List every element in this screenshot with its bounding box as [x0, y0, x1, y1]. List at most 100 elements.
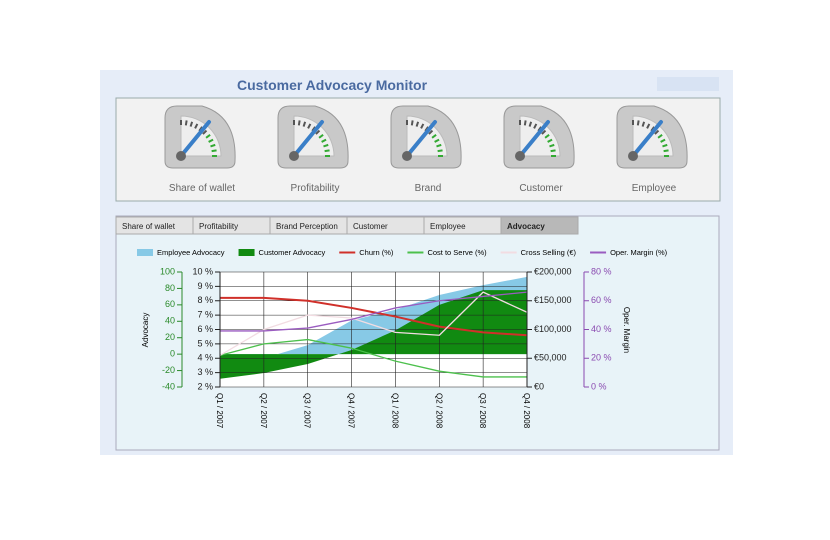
tab-label: Employee — [430, 222, 466, 231]
gauge-hub — [176, 151, 186, 161]
gauge-tick — [550, 149, 556, 153]
gauge-tick — [208, 138, 214, 143]
y-axis-title: Advocacy — [141, 313, 150, 348]
tab-label: Advocacy — [507, 222, 545, 231]
gauge-tick — [428, 129, 434, 135]
header-box — [657, 77, 719, 91]
legend-swatch — [137, 249, 153, 256]
area — [220, 290, 527, 379]
gauge-needle — [292, 120, 324, 158]
gauge-tick — [410, 120, 414, 126]
tick-label: 9 % — [197, 281, 213, 291]
tick-label: -20 — [162, 365, 175, 375]
gauge-needle — [179, 120, 211, 158]
tick-label: 6 % — [197, 324, 213, 334]
tabs: Share of wallet Profitability Brand Percep… — [115, 216, 579, 235]
gauge-hub — [628, 151, 638, 161]
legend-label: Oper. Margin (%) — [610, 248, 668, 257]
gauge-tick — [431, 134, 437, 139]
gauge-tick — [321, 138, 327, 143]
x-tick-label: Q3 / 2008 — [478, 393, 487, 429]
line — [219, 338, 527, 378]
tick-label: 3 % — [197, 367, 213, 377]
tick-label: €100,000 — [534, 324, 572, 334]
tab-label: Brand Perception — [276, 222, 338, 231]
legend-label: Cross Selling (€) — [521, 248, 577, 257]
tick-label: 4 % — [197, 353, 213, 363]
gauge-tick — [434, 138, 440, 143]
x-tick-label: Q4 / 2007 — [347, 393, 356, 429]
gauge-tick — [523, 120, 527, 126]
tick-label: 60 % — [591, 295, 612, 305]
gauge-label: Profitability — [291, 183, 340, 194]
chart: -40 -20 0 20 40 60 80 100 2 % 3 % 4 % 5 % 6 % 7 % 8 % 9… — [137, 248, 668, 429]
gauge-needle — [631, 120, 663, 158]
x-tick-label: Q1 / 2008 — [390, 393, 399, 429]
gauge-tick — [315, 129, 321, 135]
gauge-tick — [528, 121, 533, 127]
gauge-tick — [547, 138, 553, 143]
gauge-tick — [323, 143, 329, 148]
gauge: Customer — [503, 105, 575, 194]
tab[interactable] — [500, 216, 579, 235]
gauge: Brand — [390, 105, 462, 194]
tick-label: 20 — [165, 332, 175, 342]
gauge-tick — [211, 149, 217, 153]
gauge-tick — [549, 143, 555, 148]
gauge-tick — [541, 129, 547, 135]
gauge-tick — [302, 121, 307, 127]
gauge: Employee — [616, 105, 688, 194]
gauge-label: Customer — [519, 183, 563, 194]
gauge-needle — [405, 120, 437, 158]
gauge-tick — [210, 143, 216, 148]
tick-label: 0 — [170, 349, 175, 359]
x-tick-label: Q1 / 2007 — [215, 393, 224, 429]
gauge-tick — [663, 149, 669, 153]
gauge-tick — [437, 149, 443, 153]
tick-label: 10 % — [192, 266, 213, 276]
gauge-tick — [189, 121, 194, 127]
title: Customer Advocacy Monitor — [237, 77, 428, 93]
gauge-tick — [205, 134, 211, 139]
gauge-tick — [660, 138, 666, 143]
gauge-tick — [662, 143, 668, 148]
gauge-tick — [420, 123, 425, 129]
x-tick-label: Q3 / 2007 — [303, 393, 312, 429]
legend-label: Cost to Serve (%) — [427, 248, 487, 257]
legend-label: Customer Advocacy — [259, 248, 326, 257]
gauge-tick — [657, 134, 663, 139]
tick-label: 80 — [165, 283, 175, 293]
gauge-tick — [415, 121, 420, 127]
tick-label: 40 % — [591, 324, 612, 334]
gauge-tick — [324, 149, 330, 153]
tick-label: €150,000 — [534, 295, 572, 305]
tick-label: 20 % — [591, 353, 612, 363]
gauge-tick — [307, 123, 312, 129]
tab-label: Profitability — [199, 222, 238, 231]
gauge-tick — [533, 123, 538, 129]
tick-label: €0 — [534, 381, 544, 391]
tick-label: -40 — [162, 381, 175, 391]
tick-label: 7 % — [197, 310, 213, 320]
gauge-label: Employee — [632, 183, 677, 194]
tick-label: €50,000 — [534, 353, 567, 363]
tick-label: 100 — [160, 266, 175, 276]
tick-label: 80 % — [591, 266, 612, 276]
gauge-label: Share of wallet — [169, 183, 235, 194]
gauges: Share of wallet Profitability Brand Custome… — [164, 105, 688, 194]
gauge-hub — [402, 151, 412, 161]
gauge-tick — [297, 120, 301, 126]
tick-label: 0 % — [591, 381, 607, 391]
x-tick-label: Q2 / 2008 — [434, 393, 443, 429]
line — [220, 291, 528, 332]
gauge-tick — [641, 121, 646, 127]
tick-label: 40 — [165, 316, 175, 326]
y4-axis-title: Oper. Margin — [622, 307, 631, 353]
gauge-tick — [636, 120, 640, 126]
legend-label: Churn (%) — [359, 248, 394, 257]
x-tick-label: Q4 / 2008 — [522, 393, 531, 429]
gauge-hub — [515, 151, 525, 161]
gauge-needle — [518, 120, 550, 158]
tick-label: 5 % — [197, 338, 213, 348]
